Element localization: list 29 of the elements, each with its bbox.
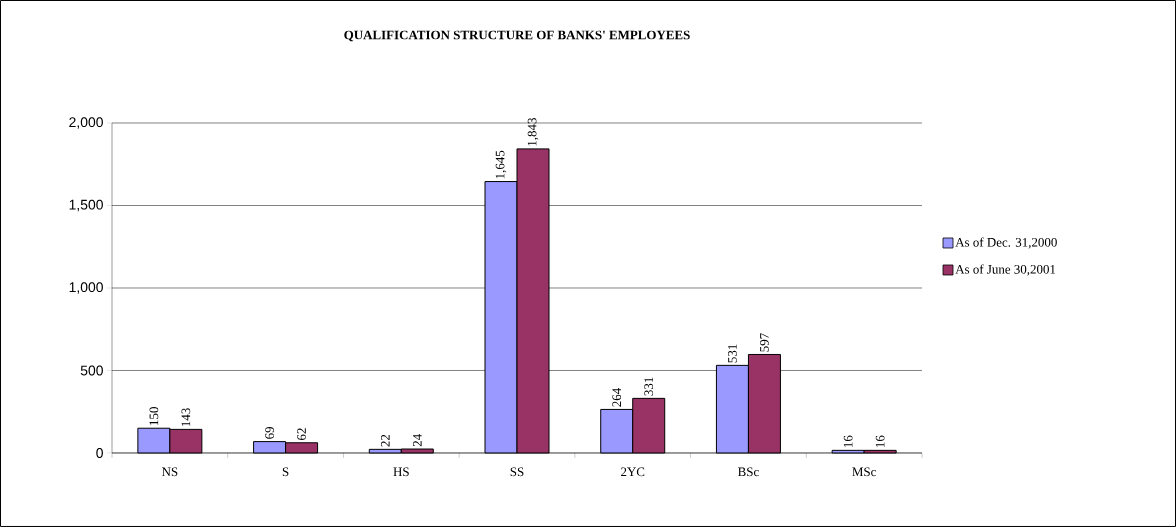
x-tick-label: BSc <box>738 467 759 477</box>
x-tick-label: NS <box>161 467 178 477</box>
data-label: 16 <box>843 435 853 448</box>
data-label: 1,645 <box>495 150 507 179</box>
x-tick-label: 2YC <box>621 467 645 477</box>
data-label: 331 <box>644 377 654 396</box>
data-label: 16 <box>875 435 885 448</box>
data-label: 264 <box>612 387 622 407</box>
data-label: 62 <box>297 428 306 440</box>
data-label: 143 <box>181 408 191 427</box>
data-label: 24 <box>413 434 422 447</box>
data-label: 597 <box>760 333 769 352</box>
y-tick-label: 1,500 <box>69 199 103 212</box>
y-tick-label: 0 <box>96 448 103 458</box>
x-tick-label: SS <box>510 467 524 477</box>
chart-title: QUALIFICATION STRUCTURE OF BANKS' EMPLOYEES <box>344 30 690 42</box>
y-tick-label: 1,000 <box>69 282 103 294</box>
data-label: 531 <box>728 344 737 363</box>
data-label: 150 <box>149 407 159 425</box>
x-tick-label: S <box>282 467 289 477</box>
data-label: 1,843 <box>527 118 539 146</box>
legend-label: As of June 30,2001 <box>955 264 1056 276</box>
data-label: 69 <box>265 426 274 439</box>
data-label: 22 <box>381 434 390 447</box>
y-tick-label: 500 <box>80 365 103 376</box>
legend-label: As of Dec. 31,2000 <box>955 237 1057 249</box>
x-tick-label: MSc <box>852 467 876 477</box>
x-tick-label: HS <box>393 467 409 477</box>
y-tick-label: 2,000 <box>69 117 103 129</box>
